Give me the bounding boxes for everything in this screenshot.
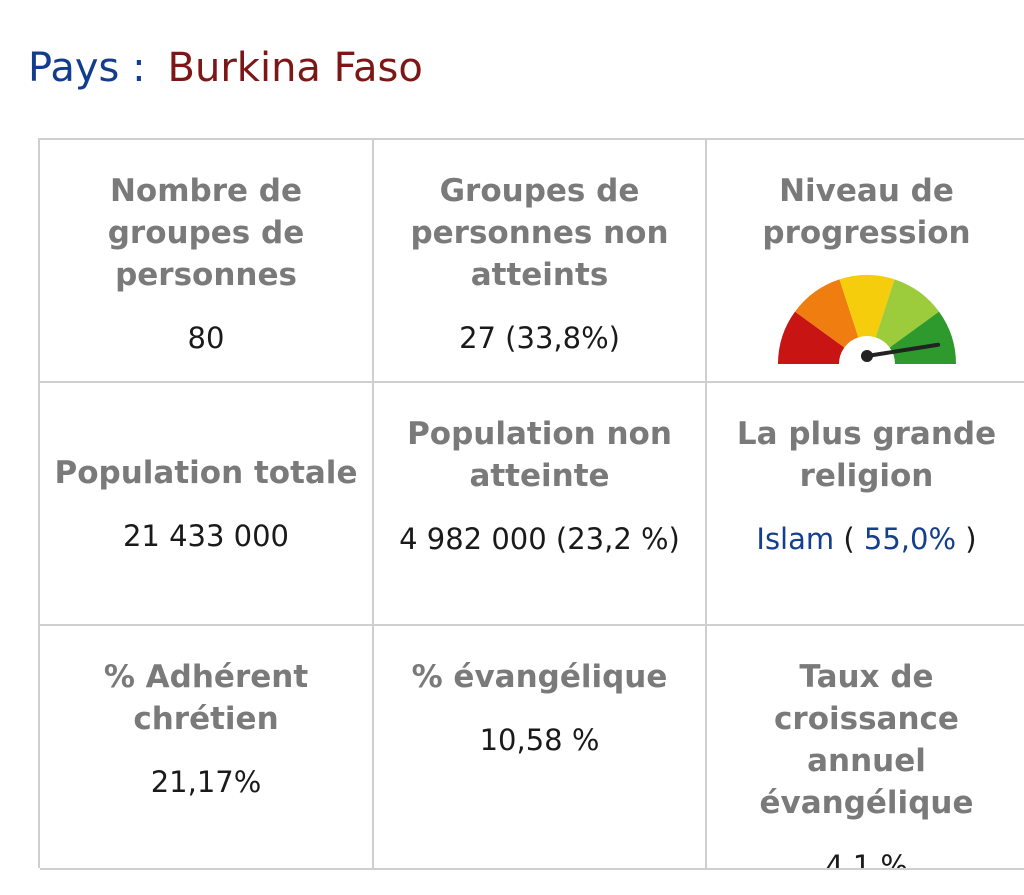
gauge-segment <box>777 311 844 364</box>
stat-value: 80 <box>187 321 225 355</box>
stat-label: Niveau de progression <box>762 173 971 251</box>
stat-value: 10,58 % <box>479 723 600 757</box>
stat-label: Groupes de personnes non atteints <box>410 173 669 293</box>
stat-value: 21,17% <box>150 765 262 799</box>
stat-progress: Niveau de progression <box>707 140 1024 383</box>
gauge-segment <box>794 279 858 348</box>
stat-value: 4 982 000 (23,2 %) <box>399 522 680 556</box>
stat-label: Nombre de groupes de personnes <box>107 173 305 293</box>
stat-label: % évangélique <box>411 659 668 695</box>
stat-label: Population totale <box>54 454 358 491</box>
stat-label: La plus grande religion <box>736 416 997 494</box>
stat-evangelical: % évangélique 10,58 % <box>374 626 707 870</box>
stat-people-groups: Nombre de groupes de personnes 80 <box>40 140 374 383</box>
stat-label: Population non atteinte <box>407 416 672 494</box>
gauge-segment <box>838 275 895 338</box>
stat-unreached-groups: Groupes de personnes non atteints 27 (33… <box>374 140 707 383</box>
country-name: Burkina Faso <box>167 45 423 91</box>
stat-growth-rate: Taux de croissance annuel évangélique 4,… <box>707 626 1024 870</box>
religion-value: Islam ( 55,0% ) <box>756 519 976 559</box>
country-label: Pays : <box>28 45 146 91</box>
paren-close: ) <box>965 522 977 556</box>
stat-value: 27 (33,8%) <box>459 321 620 355</box>
stat-unreached-population: Population non atteinte 4 982 000 (23,2 … <box>374 383 707 626</box>
religion-percent-link[interactable]: 55,0% <box>863 522 957 556</box>
stats-grid: Nombre de groupes de personnes 80 Groupe… <box>38 138 1024 870</box>
stat-total-population: Population totale 21 433 000 <box>40 383 374 626</box>
gauge-hub <box>860 350 873 362</box>
progress-gauge <box>777 275 956 364</box>
gauge-segment <box>875 279 939 348</box>
stat-value: 4,1 % <box>825 849 908 870</box>
gauge-needle <box>864 342 940 358</box>
stat-christian-adherent: % Adhérent chrétien 21,17% <box>40 626 374 870</box>
stat-label: Taux de croissance annuel évangélique <box>759 659 974 821</box>
paren-open: ( <box>843 522 855 556</box>
page-title: Pays : Burkina Faso <box>28 38 423 98</box>
religion-link[interactable]: Islam <box>756 522 835 556</box>
stat-largest-religion: La plus grande religion Islam ( 55,0% ) <box>707 383 1024 626</box>
stat-label: % Adhérent chrétien <box>103 659 309 737</box>
stat-value: 21 433 000 <box>122 518 290 553</box>
